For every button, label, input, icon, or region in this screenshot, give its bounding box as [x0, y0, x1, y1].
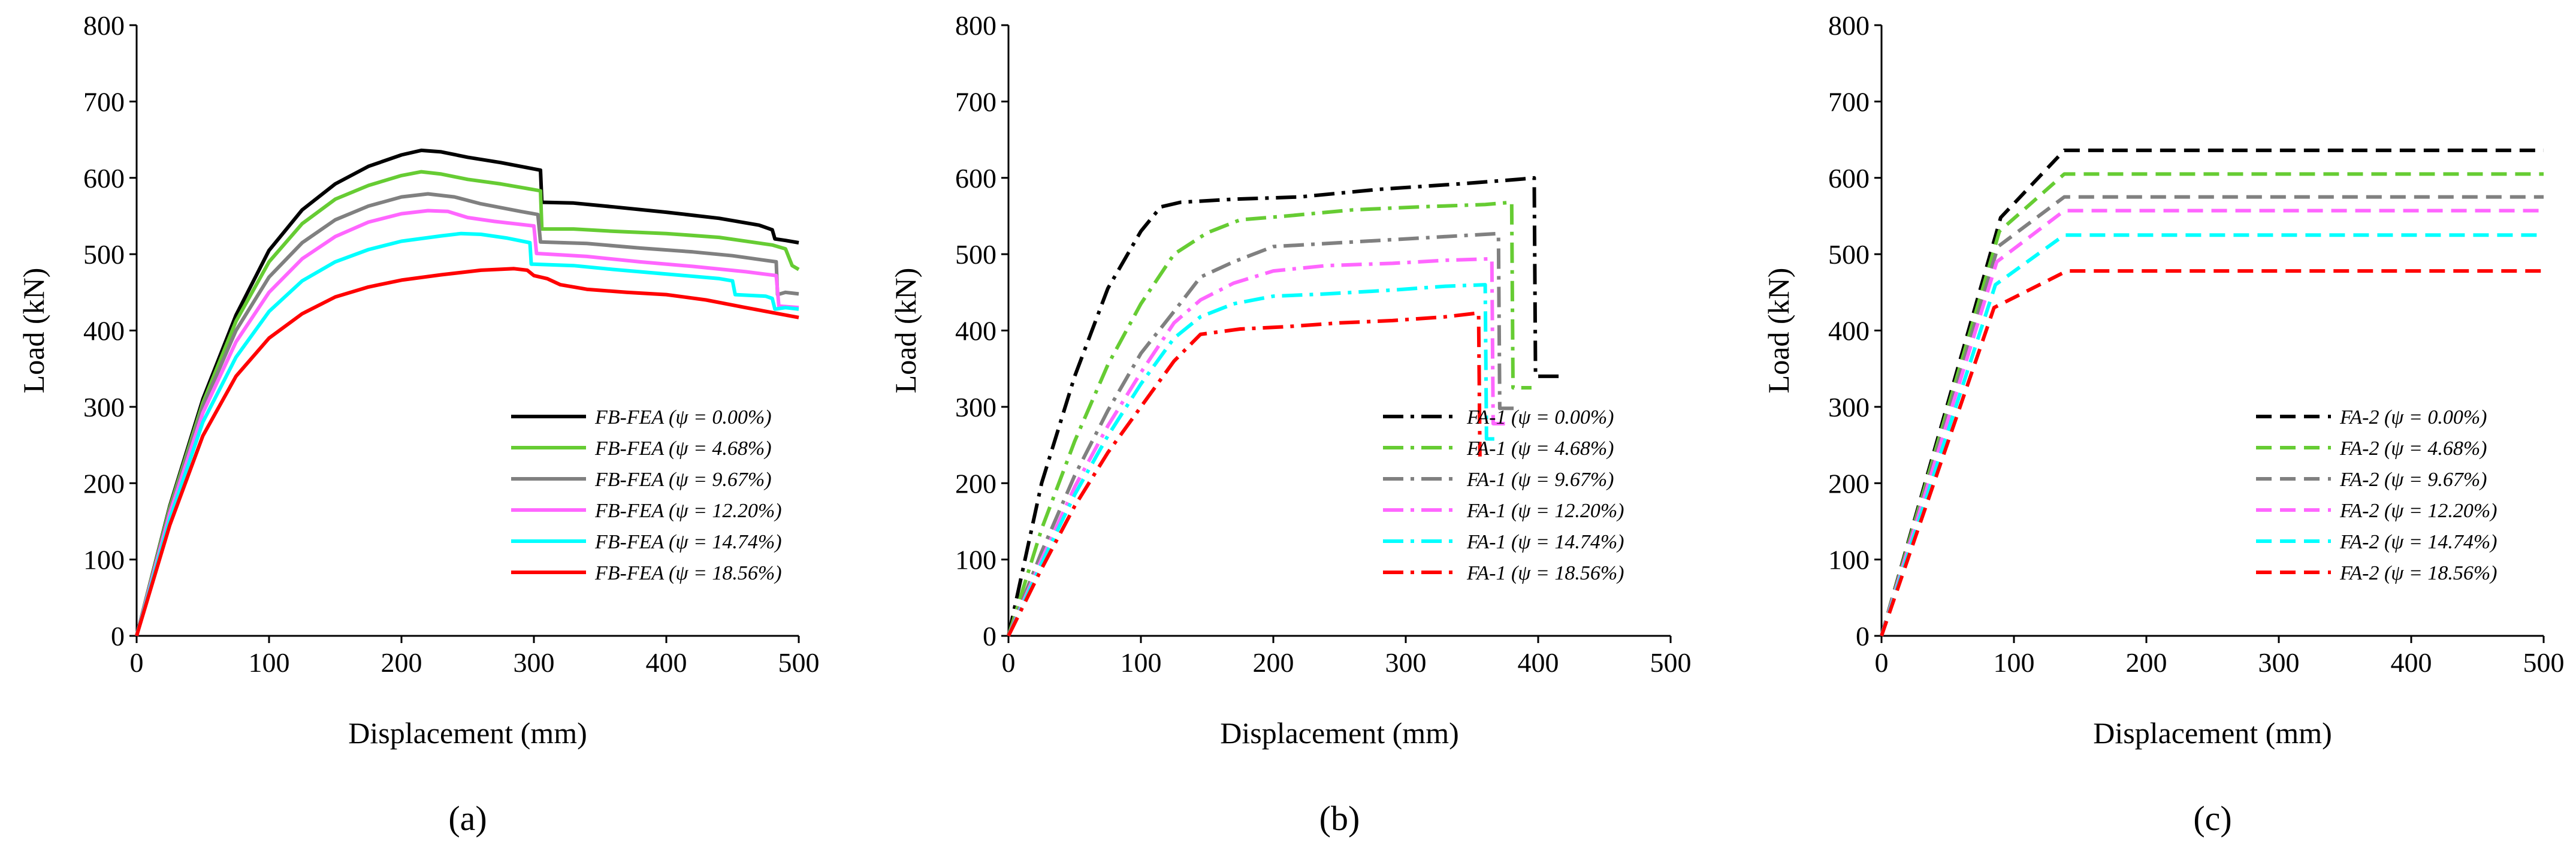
y-tick-label: 400: [955, 316, 996, 346]
legend-entry: FB-FEA (ψ = 0.00%): [594, 406, 772, 428]
y-tick-label: 200: [1828, 468, 1870, 499]
legend-entry: FA-1 (ψ = 14.74%): [1466, 531, 1624, 553]
chart-panel-c: 0 100 200 300 400 500 600 700 800 0 100 200 300 400 50…: [1762, 10, 2565, 838]
series-line-1: [1007, 176, 1565, 636]
y-tick-label: 500: [1828, 239, 1870, 270]
series-line-4: [1880, 209, 2544, 636]
chart-panel-b: 0 100 200 300 400 500 600 700 800 0 100 200 300 400 50…: [889, 10, 1692, 838]
x-tick-label: 0: [1002, 647, 1016, 678]
y-tick-label: 300: [1828, 392, 1870, 423]
y-tick-label: 200: [955, 468, 996, 499]
y-tick-label: 700: [83, 86, 125, 117]
y-tick-label: 0: [111, 621, 125, 651]
legend-entry: FA-2 (ψ = 18.56%): [2339, 562, 2498, 584]
y-tick-label: 400: [83, 316, 125, 346]
x-tick-label: 300: [2258, 647, 2300, 678]
y-tick-label: 200: [83, 468, 125, 499]
y-tick-label: 700: [1828, 86, 1870, 117]
y-tick-label: 800: [955, 10, 996, 41]
legend-entry: FA-1 (ψ = 9.67%): [1466, 469, 1614, 491]
x-tick-label: 500: [1650, 647, 1692, 678]
x-axis-title: Displacement (mm): [2093, 716, 2332, 750]
y-tick-label: 100: [1828, 545, 1870, 575]
y-tick-label: 300: [955, 392, 996, 423]
legend-entry: FB-FEA (ψ = 12.20%): [594, 500, 782, 522]
x-axis-title: Displacement (mm): [348, 716, 587, 750]
x-tick-label: 400: [1518, 647, 1559, 678]
series-line-3: [135, 192, 799, 636]
panel-label-c: (c): [2193, 799, 2231, 838]
y-tick-label: 0: [983, 621, 996, 651]
y-tick-label: 500: [955, 239, 996, 270]
legend-entry: FA-2 (ψ = 14.74%): [2339, 531, 2498, 553]
x-tick-label: 400: [2391, 647, 2432, 678]
series-line-2: [1007, 200, 1532, 636]
legend-entry: FA-1 (ψ = 18.56%): [1466, 562, 1624, 584]
series-line-2: [1880, 172, 2544, 636]
x-tick-label: 200: [2126, 647, 2167, 678]
legend-entry: FA-1 (ψ = 12.20%): [1466, 500, 1624, 522]
legend-entry: FA-1 (ψ = 0.00%): [1466, 406, 1614, 428]
x-tick-label: 100: [1121, 647, 1162, 678]
y-tick-label: 600: [955, 163, 996, 194]
legend-entry: FB-FEA (ψ = 9.67%): [594, 469, 772, 491]
legend-entry: FA-2 (ψ = 9.67%): [2339, 469, 2487, 491]
chart-panel-a: 0 100 200 300 400 500 600 700 800 0 100 200 300 400 50…: [17, 10, 820, 838]
panel-label-a: (a): [448, 799, 487, 838]
y-tick-label: 800: [1828, 10, 1870, 41]
series-line-6: [135, 267, 799, 636]
x-axis-title: Displacement (mm): [1220, 716, 1459, 750]
series-line-6: [1880, 269, 2544, 636]
x-tick-label: 300: [514, 647, 555, 678]
series-line-5: [1880, 233, 2544, 636]
y-tick-label: 100: [955, 545, 996, 575]
legend-entry: FB-FEA (ψ = 18.56%): [594, 562, 782, 584]
y-axis-title: Load (kN): [17, 268, 50, 394]
series-line-5: [135, 231, 799, 636]
legend-entry: FA-2 (ψ = 0.00%): [2339, 406, 2487, 428]
y-tick-label: 0: [1856, 621, 1870, 651]
panel-label-b: (b): [1319, 799, 1360, 838]
series-line-5: [1007, 283, 1502, 637]
x-tick-label: 100: [249, 647, 290, 678]
legend-entry: FB-FEA (ψ = 4.68%): [594, 437, 772, 460]
y-tick-label: 400: [1828, 316, 1870, 346]
x-tick-label: 500: [778, 647, 820, 678]
series-line-4: [1007, 257, 1509, 637]
legend-entry: FA-2 (ψ = 4.68%): [2339, 437, 2487, 460]
legend-entry: FA-1 (ψ = 4.68%): [1466, 437, 1614, 460]
x-tick-label: 300: [1385, 647, 1427, 678]
y-tick-label: 500: [83, 239, 125, 270]
series-line-1: [135, 148, 799, 636]
series-line-4: [135, 209, 799, 636]
series-line-6: [1007, 311, 1482, 637]
y-tick-label: 300: [83, 392, 125, 423]
series-line-3: [1007, 231, 1518, 637]
x-tick-label: 500: [2523, 647, 2565, 678]
y-tick-label: 600: [1828, 163, 1870, 194]
x-tick-label: 100: [1994, 647, 2035, 678]
legend-entry: FB-FEA (ψ = 14.74%): [594, 531, 782, 553]
series-line-2: [135, 170, 800, 636]
x-tick-label: 0: [1875, 647, 1889, 678]
x-tick-label: 200: [381, 647, 422, 678]
y-tick-label: 700: [955, 86, 996, 117]
x-tick-label: 0: [130, 647, 144, 678]
y-axis-title: Load (kN): [1762, 268, 1795, 394]
y-tick-label: 100: [83, 545, 125, 575]
x-tick-label: 200: [1253, 647, 1294, 678]
y-axis-title: Load (kN): [889, 268, 922, 394]
y-tick-label: 800: [83, 10, 125, 41]
y-tick-label: 600: [83, 163, 125, 194]
x-tick-label: 400: [646, 647, 687, 678]
legend-entry: FA-2 (ψ = 12.20%): [2339, 500, 2498, 522]
